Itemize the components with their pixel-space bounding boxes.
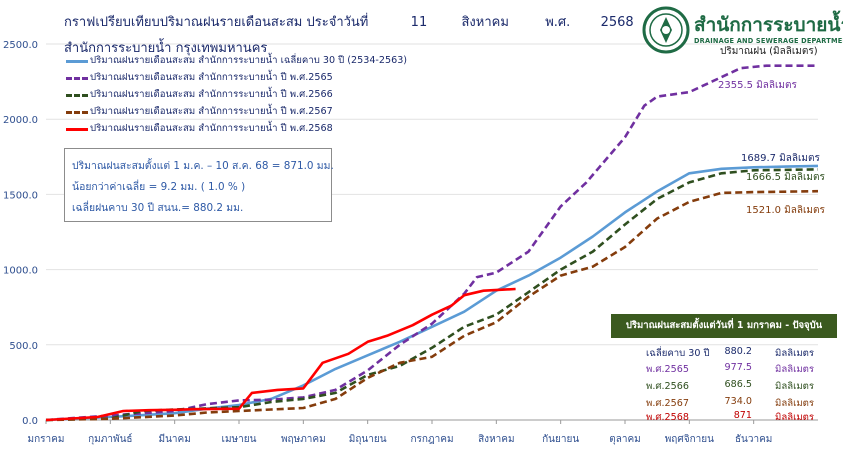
logo-thai-name: สำนักการระบายน้ำ xyxy=(694,14,843,36)
legend-entry: ปริมาณฝนรายเดือนสะสม สำนักการระบายน้ำ ปี… xyxy=(64,86,424,103)
summary-row-unit: มิลลิเมตร xyxy=(775,412,815,423)
series-end-label: 1666.5 มิลลิเมตร xyxy=(746,172,825,183)
series-end-label: 2355.5 มิลลิเมตร xyxy=(718,80,797,91)
summary-row-value: 880.2 xyxy=(724,346,752,357)
x-tick-label: กรกฎาคม xyxy=(410,434,453,445)
series-line xyxy=(45,64,818,422)
legend-swatch xyxy=(66,128,88,131)
x-tick-label: มีนาคม xyxy=(159,433,191,445)
legend-entry: ปริมาณฝนรายเดือนสะสม สำนักการระบายน้ำ ปี… xyxy=(64,69,424,86)
legend-swatch xyxy=(66,94,88,97)
legend-label: ปริมาณฝนรายเดือนสะสม สำนักการระบายน้ำ ปี… xyxy=(90,89,333,100)
title-month: สิงหาคม xyxy=(461,15,509,30)
legend-label: ปริมาณฝนรายเดือนสะสม สำนักการระบายน้ำ ปี… xyxy=(90,72,333,83)
series-end-label: 1689.7 มิลลิเมตร xyxy=(741,153,820,164)
y-tick-label: 1000.0 xyxy=(3,266,38,277)
info-box: ปริมาณฝนสะสมตั้งแต่ 1 ม.ค. – 10 ส.ค. 68 … xyxy=(64,148,334,222)
summary-row-label: พ.ศ.2568 xyxy=(646,412,689,423)
legend-entry: ปริมาณฝนรายเดือนสะสม สำนักการระบายน้ำ ปี… xyxy=(64,103,424,120)
x-tick-label: สิงหาคม xyxy=(478,434,514,445)
series-line xyxy=(45,287,516,422)
y-tick-label: 2500.0 xyxy=(3,40,38,51)
y-tick-label: 1500.0 xyxy=(3,190,38,201)
x-tick-label: มิถุนายน xyxy=(349,434,387,445)
series-end-label: 1521.0 มิลลิเมตร xyxy=(746,205,825,216)
title-era: พ.ศ. xyxy=(545,15,571,30)
legend-label: ปริมาณฝนรายเดือนสะสม สำนักการระบายน้ำ เฉ… xyxy=(90,55,408,66)
summary-row-label: พ.ศ.2567 xyxy=(646,398,689,409)
summary-row-unit: มิลลิเมตร xyxy=(775,381,815,392)
summary-row-unit: มิลลิเมตร xyxy=(775,398,815,409)
series-line xyxy=(45,189,819,422)
legend-entry: ปริมาณฝนรายเดือนสะสม สำนักการระบายน้ำ เฉ… xyxy=(64,52,424,69)
title-label: กราฟเปรียบเทียบปริมาณฝนรายเดือนสะสม ประจ… xyxy=(64,15,369,30)
summary-header: ปริมาณฝนสะสมตั้งแต่วันที่ 1 มกราคม - ปัจ… xyxy=(611,314,837,338)
summary-row-value: 977.5 xyxy=(724,362,752,373)
x-tick-label: กุมภาพันธ์ xyxy=(88,433,132,445)
y-tick-label: 2000.0 xyxy=(3,115,38,126)
department-logo: สำนักการระบายน้ำ DRAINAGE AND SEWERAGE D… xyxy=(640,6,843,56)
summary-row-value: 686.5 xyxy=(724,379,752,390)
summary-row-unit: มิลลิเมตร xyxy=(775,348,815,359)
legend-swatch xyxy=(66,60,88,63)
x-axis-ticks: มกราคม กุมภาพันธ์ มีนาคม เมษายน พฤษภาคม มิถุน… xyxy=(28,420,772,445)
series-line xyxy=(45,168,819,422)
series-line xyxy=(45,164,819,422)
summary-row-label: พ.ศ.2566 xyxy=(646,381,689,392)
y-tick-label: 0.0 xyxy=(22,416,38,427)
info-line-average: เฉลี่ยฝนคาบ 30 ปี สนน.= 880.2 มม. xyxy=(72,202,244,214)
x-tick-label: มกราคม xyxy=(28,434,65,445)
summary-row-unit: มิลลิเมตร xyxy=(775,364,815,375)
x-tick-label: พฤศจิกายน xyxy=(665,434,714,445)
legend-swatch xyxy=(66,77,88,80)
legend-label: ปริมาณฝนรายเดือนสะสม สำนักการระบายน้ำ ปี… xyxy=(90,106,333,117)
info-line-diff: น้อยกว่าค่าเฉลี่ย = 9.2 มม. ( 1.0 % ) xyxy=(72,181,246,193)
summary-row-value: 871 xyxy=(733,410,752,421)
chart-title: กราฟเปรียบเทียบปริมาณฝนรายเดือนสะสม ประจ… xyxy=(64,11,634,32)
x-tick-label: พฤษภาคม xyxy=(281,434,326,445)
summary-row-label: เฉลี่ยคาบ 30 ปี xyxy=(646,348,710,359)
x-tick-label: กันยายน xyxy=(542,434,579,445)
summary-row-label: พ.ศ.2565 xyxy=(646,364,689,375)
logo-english-name: DRAINAGE AND SEWERAGE DEPARTMENT xyxy=(694,37,843,45)
legend-entry: ปริมาณฝนรายเดือนสะสม สำนักการระบายน้ำ ปี… xyxy=(64,120,424,137)
legend-swatch xyxy=(66,111,88,114)
chart-legend: ปริมาณฝนรายเดือนสะสม สำนักการระบายน้ำ เฉ… xyxy=(64,52,424,137)
x-tick-label: ตุลาคม xyxy=(609,434,641,445)
chart-subtitle: สำนักการระบายน้ำ กรุงเทพมหานคร xyxy=(64,41,268,56)
y-axis-ticks: 0.0 500.0 1000.0 1500.0 2000.0 2500.0 xyxy=(3,40,38,427)
y-axis-unit-label: ปริมาณฝน (มิลลิเมตร) xyxy=(720,46,818,57)
title-day: 11 xyxy=(410,15,428,30)
summary-row-value: 734.0 xyxy=(724,396,752,407)
bma-seal-icon xyxy=(642,6,690,54)
x-tick-label: เมษายน xyxy=(222,434,257,445)
series-lines xyxy=(45,64,819,422)
y-tick-label: 500.0 xyxy=(9,341,38,352)
x-tick-label: ธันวาคม xyxy=(735,434,772,445)
title-year: 2568 xyxy=(600,15,634,30)
legend-label: ปริมาณฝนรายเดือนสะสม สำนักการระบายน้ำ ปี… xyxy=(90,123,333,134)
info-line-total: ปริมาณฝนสะสมตั้งแต่ 1 ม.ค. – 10 ส.ค. 68 … xyxy=(72,160,334,172)
